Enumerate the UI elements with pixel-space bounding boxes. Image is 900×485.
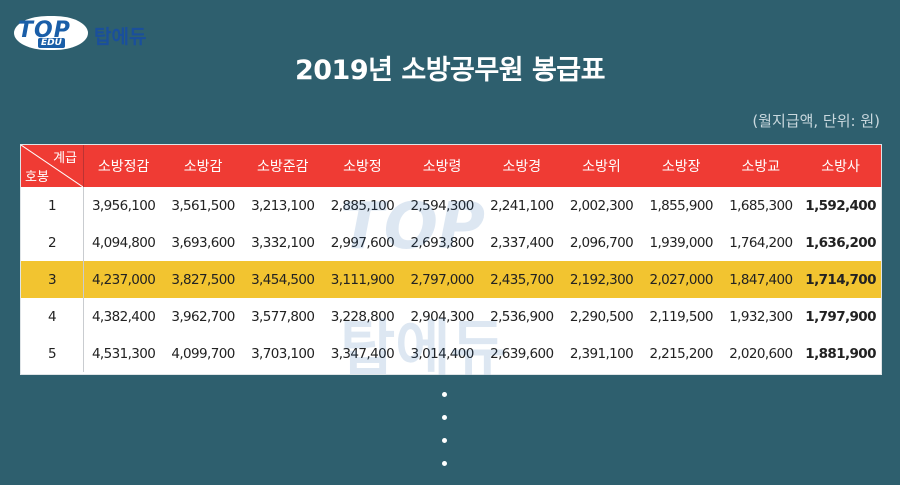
salary-cell: 2,639,600 [490, 345, 554, 362]
salary-cell: 2,027,000 [649, 271, 714, 288]
salary-cell: 2,594,300 [410, 197, 474, 214]
salary-cell: 2,391,100 [569, 345, 634, 362]
salary-cell: 2,904,300 [410, 308, 474, 325]
salary-cell: 2,337,400 [490, 234, 554, 251]
table-row: 5 4,531,300 4,099,700 3,703,100 3,347,400 3,0… [21, 335, 881, 372]
salary-cell: 4,382,400 [91, 308, 156, 325]
salary-cell: 2,693,800 [410, 234, 474, 251]
salary-cell: 4,099,700 [171, 345, 235, 362]
salary-cell: 3,111,900 [330, 271, 395, 288]
column-header: 소방장 [661, 159, 701, 175]
salary-cell: 2,435,700 [490, 271, 554, 288]
salary-cell: 3,693,600 [171, 234, 235, 251]
salary-cell: 3,014,400 [410, 345, 474, 362]
salary-cell: 3,332,100 [251, 234, 315, 251]
unit-note: (월지급액, 단위: 원) [752, 112, 880, 130]
salary-table: 계급 호봉 소방정감 소방감 소방준감 소방정 소방령 소방경 소방위 소방장 소방교 소방사 1… [20, 144, 882, 375]
logo-edu-text: EDU [38, 38, 65, 48]
salary-cell: 4,531,300 [91, 345, 156, 362]
salary-cell: 3,454,500 [251, 271, 315, 288]
step-cell: 4 [21, 298, 84, 335]
salary-cell: 2,020,600 [729, 345, 793, 362]
column-header: 소방정 [343, 159, 382, 175]
salary-cell: 1,764,200 [729, 234, 793, 251]
step-cell: 5 [21, 335, 84, 372]
column-header: 소방감 [183, 159, 223, 175]
column-header: 소방교 [741, 159, 781, 175]
corner-rank-label: 계급 [53, 151, 77, 166]
salary-cell: 3,347,400 [330, 345, 395, 362]
table-corner-cell: 계급 호봉 [21, 145, 84, 187]
dot-icon [442, 438, 447, 443]
step-cell: 3 [21, 261, 84, 298]
brand-logo[interactable]: TOP EDU 탑에듀 [14, 14, 164, 54]
salary-cell: 2,885,100 [330, 197, 395, 214]
column-header: 소방준감 [256, 159, 309, 175]
salary-cell: 3,703,100 [251, 345, 315, 362]
table-header-row: 계급 호봉 소방정감 소방감 소방준감 소방정 소방령 소방경 소방위 소방장 소방교 소방사 [21, 145, 881, 187]
salary-cell: 3,962,700 [171, 308, 235, 325]
salary-cell: 1,847,400 [729, 271, 793, 288]
salary-cell: 1,855,900 [649, 197, 714, 214]
salary-cell: 2,002,300 [569, 197, 634, 214]
salary-cell: 1,939,000 [649, 234, 714, 251]
salary-cell: 1,685,300 [729, 197, 793, 214]
table-row: 3 4,237,000 3,827,500 3,454,500 3,111,900 2,7… [21, 261, 881, 298]
table-row: 1 3,956,100 3,561,500 3,213,100 2,885,100 2,5… [21, 187, 881, 224]
dot-icon [442, 461, 447, 466]
continuation-dots [442, 392, 447, 484]
table-row: 4 4,382,400 3,962,700 3,577,800 3,228,800 2,9… [21, 298, 881, 335]
step-cell: 1 [21, 187, 84, 224]
column-header: 소방령 [422, 159, 462, 175]
salary-cell: 2,997,600 [330, 234, 395, 251]
salary-cell: 2,797,000 [410, 271, 474, 288]
dot-icon [442, 415, 447, 420]
salary-cell: 1,932,300 [729, 308, 793, 325]
logo-brand-text: 탑에듀 [94, 26, 147, 48]
column-header: 소방정감 [97, 159, 150, 175]
column-header: 소방위 [582, 159, 621, 175]
table-row: 2 4,094,800 3,693,600 3,332,100 2,997,600 2,6… [21, 224, 881, 261]
salary-cell: 1,881,900 [805, 345, 876, 362]
corner-step-label: 호봉 [25, 170, 49, 185]
column-header: 소방사 [821, 159, 860, 175]
salary-cell: 1,636,200 [805, 234, 876, 251]
step-cell: 2 [21, 224, 84, 261]
salary-cell: 2,119,500 [649, 308, 714, 325]
salary-cell: 3,827,500 [171, 271, 235, 288]
salary-cell: 4,237,000 [91, 271, 156, 288]
salary-cell: 3,213,100 [251, 197, 315, 214]
salary-cell: 3,561,500 [171, 197, 235, 214]
salary-cell: 1,592,400 [805, 197, 876, 214]
dot-icon [442, 392, 447, 397]
salary-cell: 2,241,100 [490, 197, 554, 214]
page-title: 2019년 소방공무원 봉급표 [294, 55, 606, 86]
salary-cell: 2,215,200 [649, 345, 714, 362]
salary-cell: 1,797,900 [805, 308, 876, 325]
salary-cell: 4,094,800 [91, 234, 156, 251]
column-header: 소방경 [502, 159, 542, 175]
salary-cell: 3,228,800 [330, 308, 395, 325]
salary-cell: 2,096,700 [569, 234, 634, 251]
salary-cell: 3,577,800 [251, 308, 315, 325]
salary-cell: 2,290,500 [569, 308, 634, 325]
salary-cell: 3,956,100 [91, 197, 156, 214]
salary-cell: 2,536,900 [490, 308, 554, 325]
salary-cell: 2,192,300 [569, 271, 634, 288]
salary-cell: 1,714,700 [805, 271, 876, 288]
diagonal-line [21, 145, 83, 187]
